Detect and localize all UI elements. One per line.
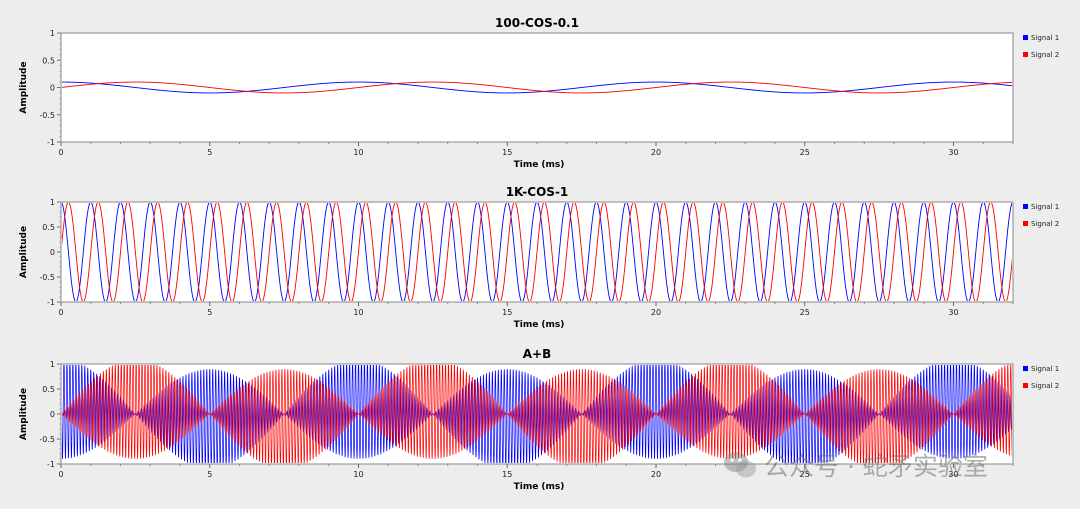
x-tick-label: 0 xyxy=(58,308,63,317)
series-line-1 xyxy=(62,203,1012,301)
series-line-1 xyxy=(62,81,1012,94)
legend-swatch xyxy=(1023,52,1028,57)
chart-title: A+B xyxy=(523,347,552,361)
legend-swatch xyxy=(1023,204,1028,209)
series-line-1 xyxy=(62,365,1012,463)
y-tick-label: 1 xyxy=(50,29,55,38)
x-tick-label: 30 xyxy=(948,308,958,317)
legend-label: Signal 1 xyxy=(1031,34,1059,42)
legend-label: Signal 1 xyxy=(1031,203,1059,211)
wechat-logo-icon xyxy=(724,452,756,478)
x-tick-label: 30 xyxy=(948,148,958,157)
y-axis-label: Amplitude xyxy=(19,388,29,440)
legend-swatch xyxy=(1023,35,1028,40)
x-tick-label: 20 xyxy=(651,308,661,317)
x-axis-label: Time (ms) xyxy=(514,320,565,330)
chart-panel-1: 100-COS-0.1 0 5 10 15 20 25 30 1 0.5 0 -0.5 -1 Time (… xyxy=(19,16,1059,170)
watermark-text: 公众号 · 蛇矛实验室 xyxy=(764,452,988,481)
series-line-2 xyxy=(62,81,1012,94)
legend-swatch xyxy=(1023,221,1028,226)
watermark: 公众号 · 蛇矛实验室 xyxy=(722,448,988,482)
y-tick-label: 0.5 xyxy=(42,56,55,65)
legend-label: Signal 1 xyxy=(1031,365,1059,373)
x-axis-label: Time (ms) xyxy=(514,160,565,170)
x-tick-label: 15 xyxy=(502,308,512,317)
legend-label: Signal 2 xyxy=(1031,382,1059,390)
chart-panel-3: A+B 0 5 10 15 20 25 30 1 0.5 0 -0.5 -1 Time (ms) Ampli… xyxy=(19,347,1059,492)
x-axis-label: Time (ms) xyxy=(514,482,565,492)
legend-swatch xyxy=(1023,366,1028,371)
legend-label: Signal 2 xyxy=(1031,220,1059,228)
x-tick-label: 0 xyxy=(58,148,63,157)
chart-panel-2: 1K-COS-1 0 5 10 15 20 25 30 1 0.5 0 -0.5 -1 Time (ms)… xyxy=(19,185,1059,330)
y-tick-label: -0.5 xyxy=(39,435,55,444)
y-axis-label: Amplitude xyxy=(19,226,29,278)
x-tick-label: 5 xyxy=(207,148,212,157)
x-tick-label: 15 xyxy=(502,148,512,157)
legend-swatch xyxy=(1023,383,1028,388)
y-tick-label: 0 xyxy=(50,248,55,257)
x-tick-label: 10 xyxy=(353,308,363,317)
y-tick-label: -0.5 xyxy=(39,273,55,282)
y-tick-label: 0.5 xyxy=(42,223,55,232)
x-tick-label: 30 xyxy=(948,470,958,479)
x-tick-label: 25 xyxy=(800,148,810,157)
x-tick-label: 15 xyxy=(502,470,512,479)
y-tick-label: -1 xyxy=(47,460,55,469)
y-tick-label: 1 xyxy=(50,198,55,207)
x-tick-label: 0 xyxy=(58,470,63,479)
chart-title: 100-COS-0.1 xyxy=(495,16,579,30)
x-tick-label: 10 xyxy=(353,148,363,157)
chart-title: 1K-COS-1 xyxy=(506,185,569,199)
x-tick-label: 20 xyxy=(651,148,661,157)
y-tick-label: 0 xyxy=(50,84,55,93)
x-tick-label: 20 xyxy=(651,470,661,479)
y-tick-label: -0.5 xyxy=(39,111,55,120)
y-axis-label: Amplitude xyxy=(19,61,29,113)
x-tick-label: 25 xyxy=(800,308,810,317)
y-tick-label: 0 xyxy=(50,410,55,419)
series-line-2 xyxy=(62,365,1012,463)
plot-area xyxy=(60,32,1014,143)
x-tick-label: 5 xyxy=(207,470,212,479)
y-tick-label: 1 xyxy=(50,360,55,369)
x-tick-label: 25 xyxy=(800,470,810,479)
series-line-2 xyxy=(62,203,1012,301)
y-tick-label: 0.5 xyxy=(42,385,55,394)
legend-label: Signal 2 xyxy=(1031,51,1059,59)
y-tick-label: -1 xyxy=(47,298,55,307)
x-tick-label: 10 xyxy=(353,470,363,479)
y-tick-label: -1 xyxy=(47,138,55,147)
x-tick-label: 5 xyxy=(207,308,212,317)
